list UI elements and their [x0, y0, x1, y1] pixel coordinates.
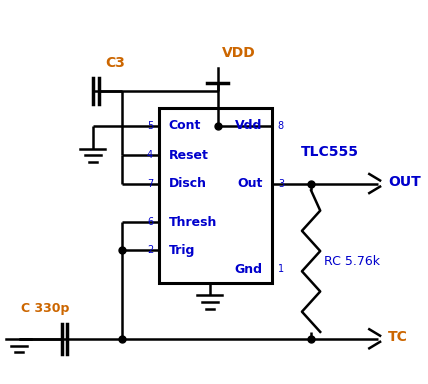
Text: 1: 1 [278, 265, 284, 275]
Text: Out: Out [237, 177, 262, 190]
Text: C3: C3 [105, 56, 125, 70]
Text: 8: 8 [278, 121, 284, 131]
Text: Gnd: Gnd [235, 263, 262, 276]
Text: Reset: Reset [169, 149, 208, 162]
Text: Cont: Cont [169, 119, 201, 132]
Text: 6: 6 [147, 217, 153, 227]
Text: 7: 7 [147, 179, 153, 189]
Text: Vdd: Vdd [235, 119, 262, 132]
Bar [159, 108, 272, 283]
Text: 2: 2 [147, 245, 153, 255]
Text: Disch: Disch [169, 177, 206, 190]
Text: 3: 3 [278, 179, 284, 189]
Text: TC: TC [388, 330, 408, 344]
Text: RC 5.76k: RC 5.76k [324, 255, 380, 268]
Text: 4: 4 [147, 151, 153, 161]
Text: OUT: OUT [388, 175, 421, 189]
Text: 5: 5 [147, 121, 153, 131]
Text: VDD: VDD [222, 46, 256, 60]
Text: Trig: Trig [169, 244, 195, 257]
Text: Thresh: Thresh [169, 216, 217, 228]
Text: C 330p: C 330p [21, 302, 69, 315]
Text: TLC555: TLC555 [301, 145, 359, 159]
